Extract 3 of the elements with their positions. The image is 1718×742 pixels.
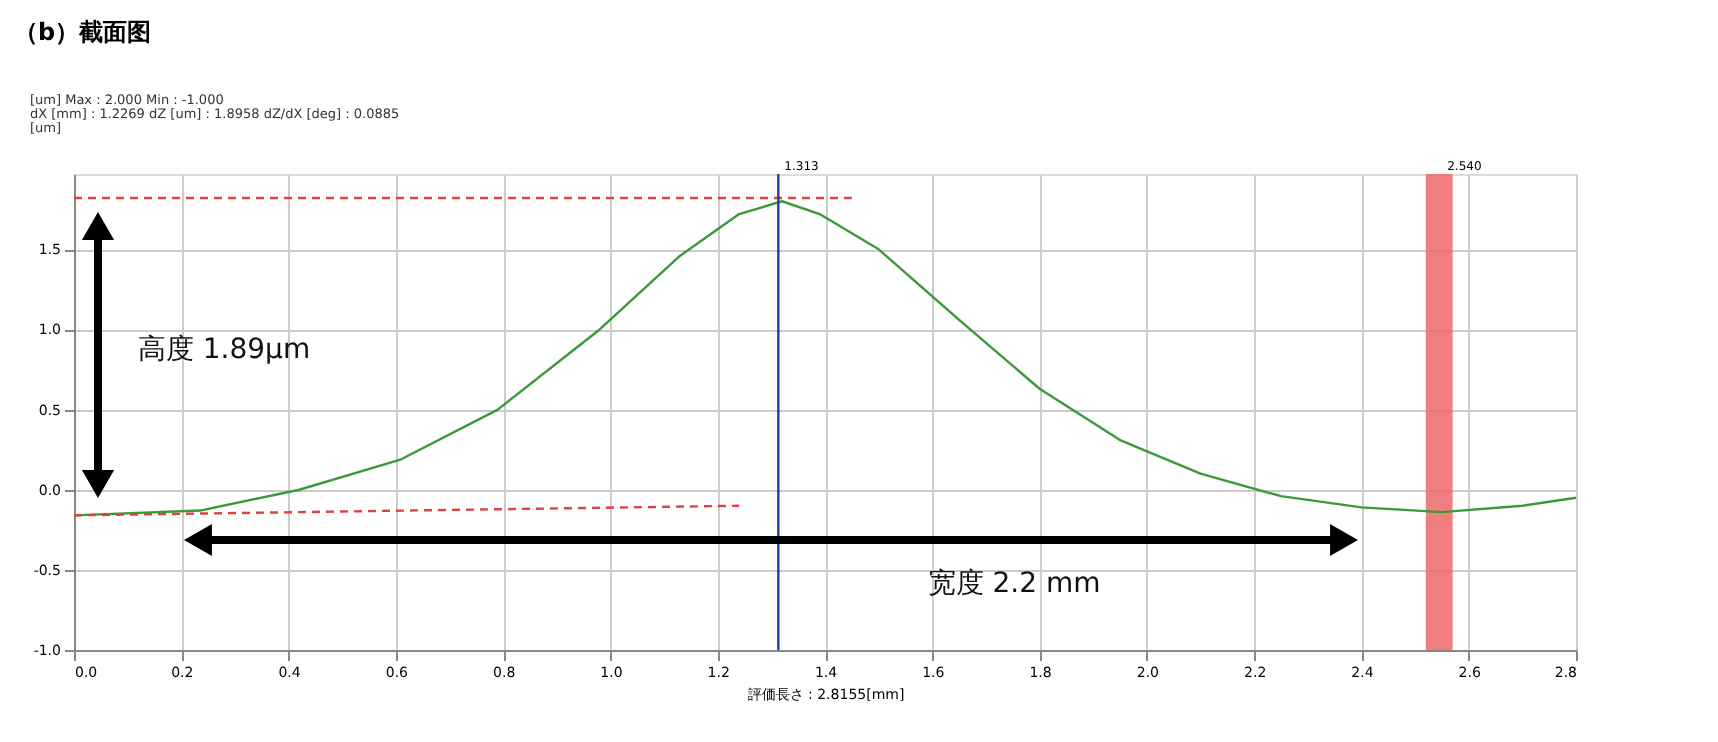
annotation: 高度 1.89μm — [137, 334, 311, 366]
chart-title: （b）截面图 — [14, 18, 152, 46]
annotation: 宽度 2.2 mm — [927, 568, 1101, 600]
